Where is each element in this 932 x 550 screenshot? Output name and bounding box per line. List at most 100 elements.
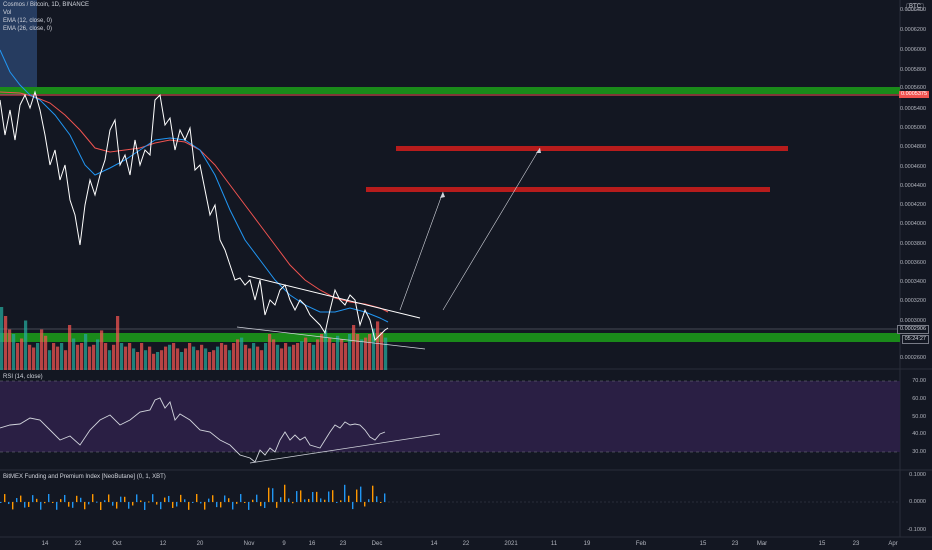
time-axis-label: Dec <box>371 541 383 547</box>
volume-bar <box>112 344 116 370</box>
funding-bar <box>380 502 382 503</box>
volume-bar <box>296 343 300 370</box>
funding-bar <box>60 499 62 502</box>
volume-bar <box>188 343 192 370</box>
funding-bar <box>120 496 122 502</box>
current-price-tag: 0.0002906 <box>897 325 929 334</box>
red-level-tag: 0.0005375 <box>899 91 929 98</box>
funding-bar <box>328 491 330 502</box>
price-line <box>0 90 389 341</box>
volume-bar <box>120 343 124 370</box>
funding-axis-label: 0.1000 <box>909 472 926 478</box>
countdown-tag: 05:24:27 <box>901 335 929 344</box>
target-zone-2 <box>396 146 788 151</box>
volume-bar <box>356 334 360 370</box>
volume-bar <box>132 348 136 370</box>
funding-bar <box>180 494 182 502</box>
rsi-axis-label: 60.00 <box>912 396 926 402</box>
volume-bar <box>104 343 108 370</box>
volume-bar <box>4 316 8 370</box>
volume-bar <box>76 344 80 370</box>
price-axis-label: 0.0005400 <box>900 106 926 112</box>
target-zone-1 <box>366 187 770 192</box>
funding-bar <box>244 502 246 503</box>
funding-bars <box>0 484 386 510</box>
price-axis-label: 0.0004000 <box>900 221 926 227</box>
funding-bar <box>280 497 282 502</box>
volume-bar <box>244 344 248 370</box>
volume-bar <box>380 332 384 370</box>
funding-bar <box>124 496 126 502</box>
funding-bar <box>128 502 130 509</box>
volume-bar <box>20 338 24 370</box>
time-axis-label: 20 <box>196 541 204 547</box>
volume-bar <box>252 343 256 370</box>
time-axis-label: 22 <box>462 541 470 547</box>
time-axis-label: 22 <box>74 541 82 547</box>
time-axis-label: 2021 <box>504 541 518 547</box>
symbol-title[interactable]: Cosmos / Bitcoin, 1D, BINANCE <box>3 2 90 8</box>
funding-bar <box>224 495 226 502</box>
funding-title[interactable]: BitMEX Funding and Premium Index [NeoBut… <box>3 474 166 480</box>
volume-bar <box>232 343 236 370</box>
funding-bar <box>208 498 210 502</box>
volume-bar <box>68 325 72 370</box>
volume-bar <box>96 339 100 370</box>
funding-bar <box>376 496 378 502</box>
volume-bar <box>196 350 200 370</box>
price-axis-label: 0.0006200 <box>900 27 926 33</box>
time-axis-label: 23 <box>339 541 347 547</box>
volume-bar <box>32 347 36 370</box>
volume-bar <box>256 346 260 370</box>
rsi-title[interactable]: RSI (14, close) <box>3 374 43 380</box>
time-axis-label: 12 <box>159 541 167 547</box>
volume-bar <box>336 335 340 370</box>
funding-bar <box>16 498 18 502</box>
volume-bar <box>264 343 268 370</box>
volume-bar <box>200 344 204 370</box>
support-trendline <box>236 326 426 350</box>
volume-bar <box>284 343 288 370</box>
funding-bar <box>204 502 206 510</box>
volume-bar <box>128 343 132 370</box>
volume-bar <box>84 334 88 370</box>
resistance-zone-top <box>0 87 900 94</box>
ema26-label[interactable]: EMA (26, close, 0) <box>3 26 53 32</box>
ema12-label[interactable]: EMA (12, close, 0) <box>3 18 53 24</box>
time-axis-label: 11 <box>550 541 558 547</box>
volume-bar <box>384 337 388 370</box>
volume-bar <box>28 344 32 370</box>
funding-bar <box>304 499 306 502</box>
volume-bar <box>304 337 308 370</box>
currency-badge[interactable]: BTC <box>906 3 924 11</box>
volume-bar <box>224 344 228 370</box>
volume-bar <box>308 343 312 370</box>
volume-bar <box>160 350 164 370</box>
funding-axis-label: -0.1000 <box>907 527 926 533</box>
time-axis-label: 14 <box>41 541 49 547</box>
funding-bar <box>144 502 146 510</box>
funding-bar <box>372 485 374 502</box>
funding-bar <box>88 502 90 505</box>
volume-bar <box>204 348 208 370</box>
funding-bar <box>248 502 250 510</box>
volume-bar <box>300 341 304 370</box>
funding-bar <box>184 499 186 502</box>
funding-axis-label: 0.0000 <box>909 499 926 505</box>
volume-bars <box>0 307 388 370</box>
funding-bar <box>288 498 290 502</box>
volume-bar <box>88 346 92 370</box>
funding-bar <box>76 495 78 502</box>
volume-bar <box>168 344 172 370</box>
volume-bar <box>332 343 336 370</box>
price-axis-label: 0.0003400 <box>900 279 926 285</box>
volume-bar <box>56 346 60 370</box>
funding-bar <box>44 502 46 504</box>
price-axis-label: 0.0003000 <box>900 318 926 324</box>
volume-bar <box>372 328 376 370</box>
funding-bar <box>360 486 362 502</box>
volume-bar <box>220 343 224 370</box>
vol-label[interactable]: Vol <box>3 10 12 16</box>
rsi-axis-label: 30.00 <box>912 449 926 455</box>
